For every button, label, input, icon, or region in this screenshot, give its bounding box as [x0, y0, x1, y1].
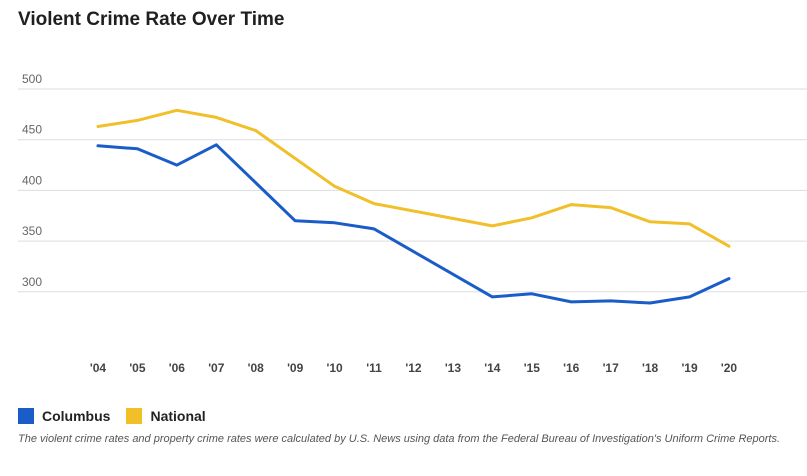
x-tick-label: '12 [405, 361, 422, 375]
x-tick-label: '08 [248, 361, 265, 375]
legend-swatch-columbus [18, 408, 34, 424]
y-tick-label: 500 [22, 72, 42, 86]
series-line-national [96, 108, 731, 248]
x-tick-label: '14 [484, 361, 501, 375]
x-tick-label: '10 [327, 361, 344, 375]
x-tick-label: '09 [287, 361, 304, 375]
x-tick-label: '13 [445, 361, 462, 375]
gridlines [18, 88, 807, 293]
x-tick-label: '11 [366, 361, 382, 375]
x-tick-label: '18 [642, 361, 659, 375]
x-tick-label: '05 [129, 361, 146, 375]
legend-label-columbus: Columbus [42, 408, 111, 424]
x-tick-label: '16 [563, 361, 580, 375]
x-tick-label: '04 [90, 361, 107, 375]
legend-item-national: National [126, 408, 206, 424]
legend-label-national: National [150, 408, 206, 424]
series-lines [96, 108, 731, 305]
y-tick-label: 350 [22, 224, 42, 238]
line-chart: 500 450 400 350 300 '04 '05 '06 '07 '08 '09 '10 '11… [18, 72, 807, 375]
x-tick-label: '06 [169, 361, 186, 375]
legend: Columbus National [18, 408, 222, 424]
y-tick-label: 400 [22, 173, 42, 187]
x-tick-label: '20 [721, 361, 738, 375]
y-tick-label: 300 [22, 275, 42, 289]
series-line-columbus [96, 143, 731, 305]
x-axis-ticks: '04 '05 '06 '07 '08 '09 '10 '11 '12 '13 '14 '15 '16 '… [90, 361, 738, 375]
legend-item-columbus: Columbus [18, 408, 110, 424]
source-note: The violent crime rates and property cri… [18, 433, 781, 445]
x-tick-label: '19 [681, 361, 698, 375]
y-axis-ticks: 500 450 400 350 300 [22, 72, 42, 289]
legend-swatch-national [126, 408, 143, 424]
x-tick-label: '07 [208, 361, 225, 375]
chart-title: Violent Crime Rate Over Time [18, 9, 285, 30]
x-tick-label: '17 [603, 361, 620, 375]
x-tick-label: '15 [524, 361, 541, 375]
y-tick-label: 450 [22, 123, 42, 137]
